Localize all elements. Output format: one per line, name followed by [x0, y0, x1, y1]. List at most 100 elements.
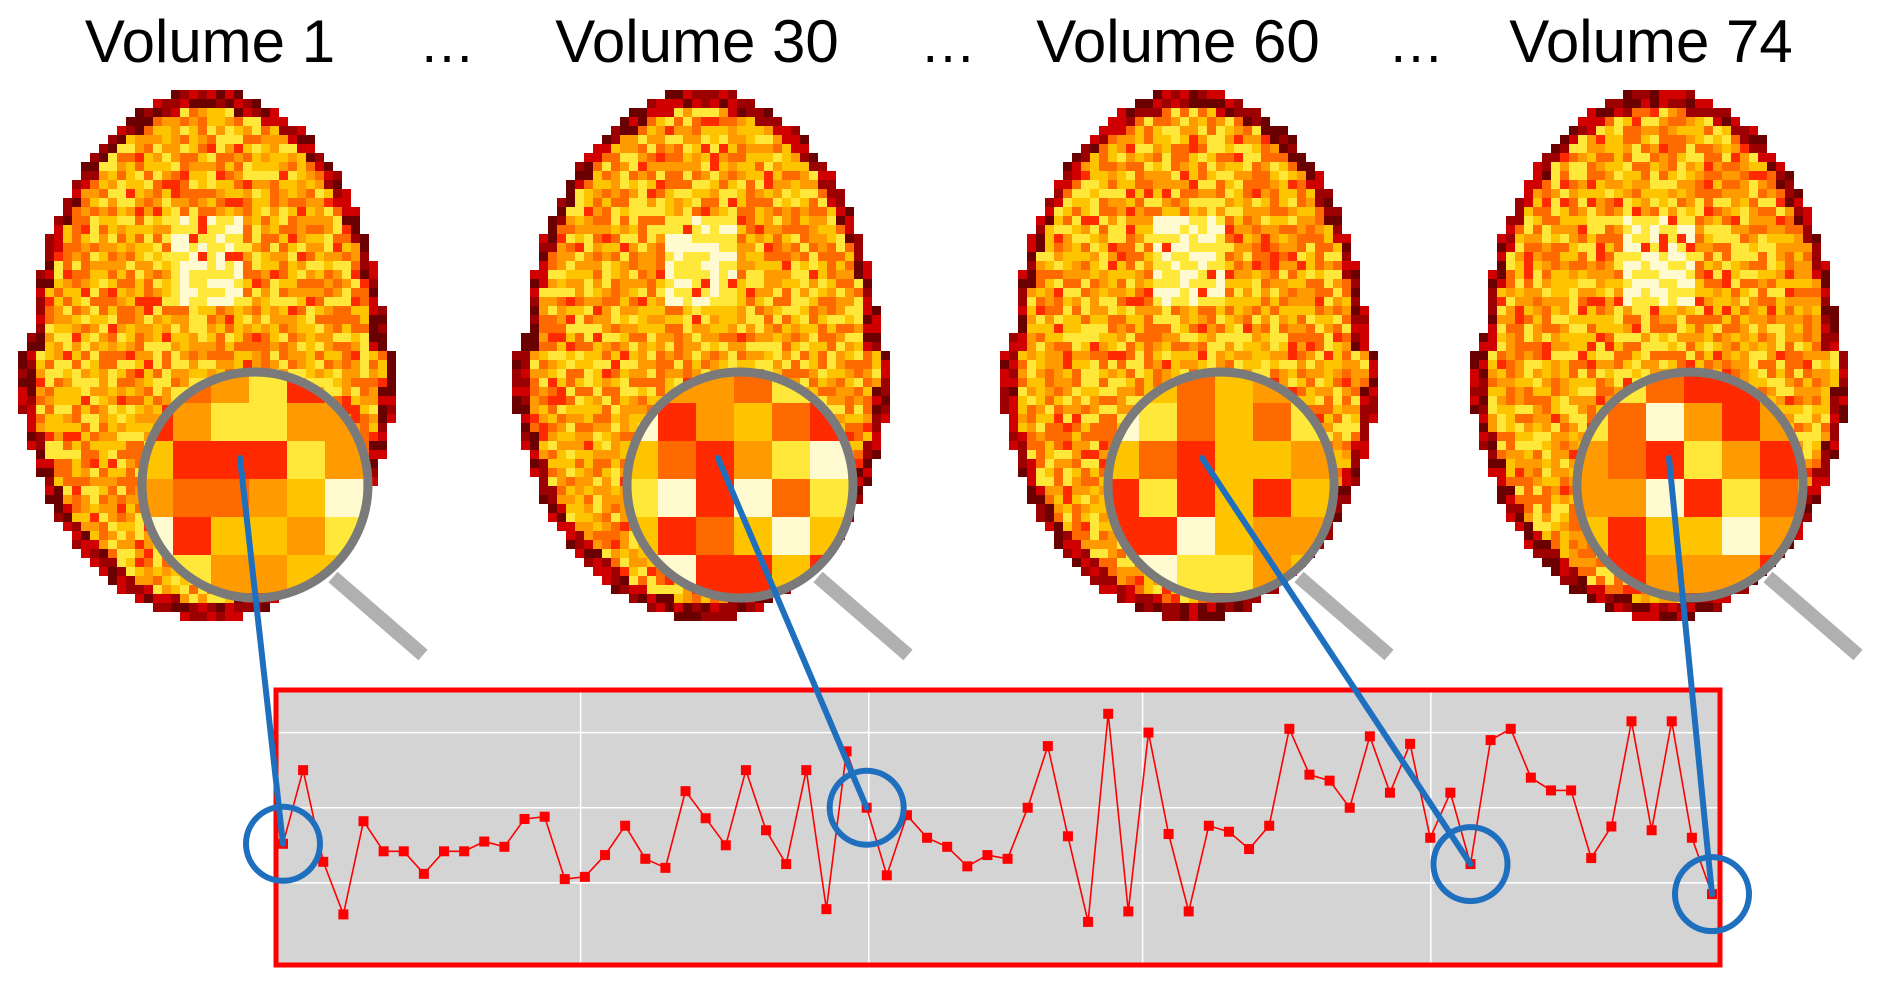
ellipsis-1: …	[419, 11, 475, 74]
ellipsis-2: …	[920, 11, 976, 74]
data-point	[1244, 844, 1255, 855]
data-point	[1384, 787, 1395, 798]
data-point	[1666, 716, 1677, 727]
data-point	[539, 811, 550, 822]
magnifier-handle	[1294, 571, 1394, 661]
data-point	[1002, 853, 1013, 864]
plot-grid	[278, 692, 1719, 964]
connector-line	[715, 455, 870, 811]
data-point	[1324, 775, 1335, 786]
data-point	[740, 765, 751, 776]
data-point	[418, 868, 429, 879]
data-point	[922, 832, 933, 843]
data-point	[982, 850, 993, 861]
data-point	[1364, 731, 1375, 742]
data-point	[1626, 716, 1637, 727]
magnifier-1	[137, 367, 428, 661]
data-point	[1183, 906, 1194, 917]
data-point	[1405, 738, 1416, 749]
data-point	[821, 904, 832, 915]
data-point	[298, 765, 309, 776]
volume-60-heading: Volume 60	[1036, 8, 1320, 75]
magnifier-rim	[622, 367, 858, 603]
data-point	[801, 765, 812, 776]
data-point	[579, 871, 590, 882]
data-point	[1545, 785, 1556, 796]
volume-74-heading: Volume 74	[1509, 8, 1793, 75]
data-point	[318, 856, 329, 867]
data-point	[459, 846, 470, 857]
data-point	[1606, 821, 1617, 832]
data-point	[1264, 820, 1275, 831]
data-point	[1304, 769, 1315, 780]
data-point	[1586, 853, 1597, 864]
data-point	[600, 850, 611, 861]
data-point	[761, 825, 772, 836]
data-point	[700, 813, 711, 824]
highlight-circle	[243, 803, 323, 884]
data-point	[499, 841, 510, 852]
plot-frame	[273, 687, 1723, 968]
data-point	[1505, 723, 1516, 734]
connector-line	[1666, 455, 1715, 898]
data-point	[479, 836, 490, 847]
highlight-circle	[1672, 854, 1752, 935]
data-point	[1203, 820, 1214, 831]
data-point	[1485, 735, 1496, 746]
data-point	[781, 859, 792, 870]
data-point	[1425, 832, 1436, 843]
data-point	[1525, 772, 1536, 783]
volume-headings: Volume 1 … Volume 30 … Volume 60 … Volum…	[85, 8, 1793, 75]
connectors	[237, 455, 1752, 935]
data-point	[1284, 723, 1295, 734]
data-point	[901, 810, 912, 821]
data-point	[1566, 785, 1577, 796]
data-point	[1062, 831, 1073, 842]
data-point	[881, 870, 892, 881]
data-point	[519, 813, 530, 824]
data-point	[680, 786, 691, 797]
data-point	[338, 909, 349, 920]
magnifier-handle	[813, 571, 913, 661]
data-point	[1445, 787, 1456, 798]
volume-1-heading: Volume 1	[85, 8, 335, 75]
data-point	[358, 816, 369, 827]
data-point	[1083, 916, 1094, 927]
data-point	[439, 846, 450, 857]
highlight-circle	[826, 767, 907, 848]
magnifier-handle	[1763, 571, 1863, 661]
data-point	[1143, 727, 1154, 738]
volume-30-heading: Volume 30	[555, 8, 839, 75]
ellipsis-3: …	[1388, 11, 1444, 74]
data-point	[1022, 802, 1033, 813]
magnifier-rim	[1572, 367, 1808, 603]
data-point	[841, 746, 852, 757]
magnifier-handle	[328, 571, 428, 661]
data-point	[620, 820, 631, 831]
data-point	[640, 853, 651, 864]
data-point	[660, 862, 671, 873]
highlight-circle	[1430, 824, 1511, 905]
data-point	[1344, 802, 1355, 813]
magnifier-3	[1103, 367, 1394, 661]
data-point	[1123, 906, 1134, 917]
connector-line	[237, 455, 286, 847]
connector-line	[1199, 455, 1474, 868]
data-point	[398, 846, 409, 857]
data-point	[942, 841, 953, 852]
data-point	[1646, 825, 1657, 836]
magnifier-rim	[1103, 367, 1339, 603]
data-point	[962, 861, 973, 872]
magnifier-2	[622, 367, 913, 661]
data-point	[378, 846, 389, 857]
time-series-plot	[273, 687, 1723, 968]
data-point	[1163, 829, 1174, 840]
data-point	[1223, 826, 1234, 837]
data-point	[1103, 708, 1114, 719]
data-point	[1042, 741, 1053, 752]
data-point	[559, 874, 570, 885]
series-points	[278, 708, 1717, 927]
data-point	[1686, 832, 1697, 843]
data-point	[720, 840, 731, 851]
